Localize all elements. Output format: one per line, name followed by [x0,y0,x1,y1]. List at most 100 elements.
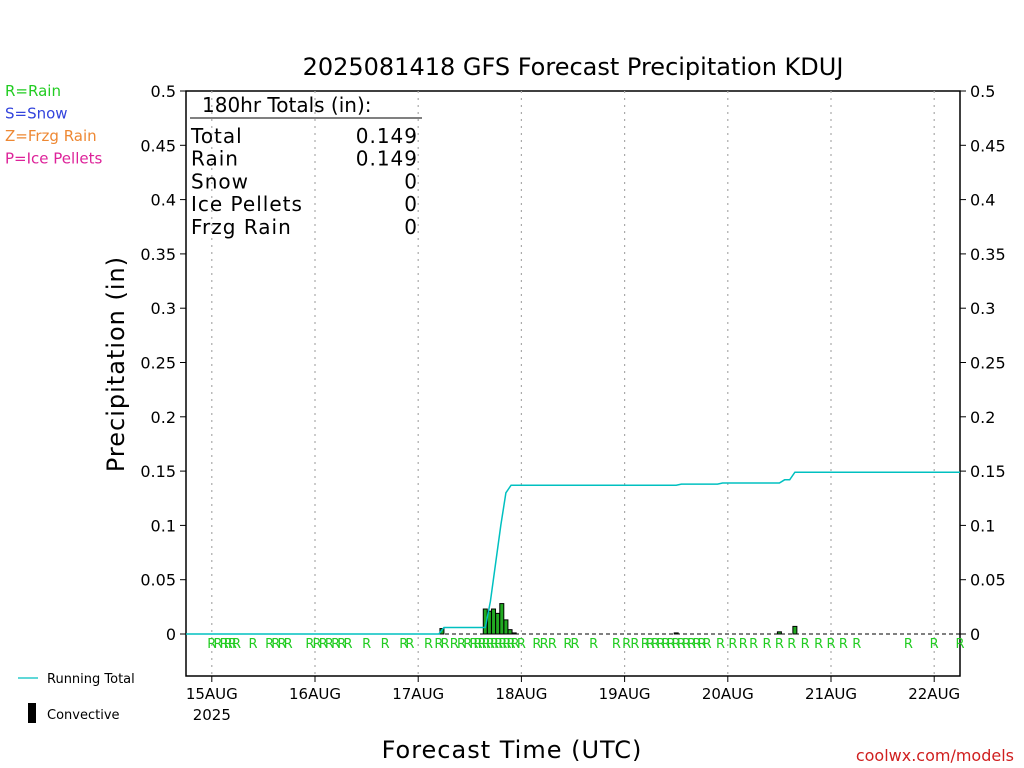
ptype-symbol-61: R [703,637,712,652]
chart-title: 2025081418 GFS Forecast Precipitation KD… [303,53,844,81]
ptype-symbol-76: R [955,637,964,652]
y-tick-label-left-0.3: 0.3 [151,299,176,318]
credit-text: coolwx.com/models [856,746,1014,765]
y-tick-label-left-0.05: 0.05 [140,571,176,590]
ptype-symbol-59: R [692,637,701,652]
ptype-symbol-39: R [517,637,526,652]
ptype-symbol-67: R [775,637,784,652]
x-tick-label-19aug: 19AUG [599,685,651,703]
precip-bar-9 [673,632,679,635]
y-axis-right: 0 0.05 0.1 0.15 0.2 0.25 0.3 0.35 0.4 0.45 0.5 [960,82,1006,644]
running-total-group [186,471,960,635]
totals-value-2: 0 [404,169,418,193]
ptype-symbol-70: R [814,637,823,652]
ptype-symbol-19: R [381,637,390,652]
y-tick-label-left-0.4: 0.4 [151,191,176,210]
precip-bar-10 [776,631,782,635]
ptype-symbol-41: R [540,637,549,652]
totals-label-4: Frzg Rain [191,215,292,239]
y-axis-label: Precipitation (in) [102,256,130,472]
y-tick-label-right-0.15: 0.15 [970,462,1006,481]
precip-bar-5 [499,603,505,635]
running-total-legend-label: Running Total [47,672,135,687]
x-tick-label-22aug: 22AUG [908,685,960,703]
ptype-symbol-8: R [271,637,280,652]
ptype-symbol-27: R [463,637,472,652]
precip-bars [439,603,798,635]
ptype-symbol-7: R [265,637,274,652]
convective-legend-label: Convective [47,708,120,723]
y-tick-label-right-0.45: 0.45 [970,136,1006,155]
ptype-symbol-14: R [325,637,334,652]
ptype-symbol-73: R [852,637,861,652]
totals-value-0: 0.149 [356,124,418,148]
ptype-symbol-21: R [405,637,414,652]
ptype-symbol-25: R [450,637,459,652]
precip-bar-4 [495,612,501,635]
y-tick-label-right-0.3: 0.3 [970,299,995,318]
ptype-symbol-10: R [284,637,293,652]
ptype-symbol-9: R [277,637,286,652]
ptype-symbol-71: R [826,637,835,652]
y-tick-label-right-0.1: 0.1 [970,516,995,535]
totals-value-4: 0 [404,215,418,239]
ptype-symbol-5: R [232,637,241,652]
ptype-symbol-28: R [469,637,478,652]
x-tick-label-21aug: 21AUG [805,685,857,703]
ptype-symbol-50: R [646,637,655,652]
ptype-symbol-72: R [839,637,848,652]
ptype-symbol-68: R [787,637,796,652]
ptype-symbol-16: R [337,637,346,652]
precip-bar-11 [792,625,798,635]
totals-heading: 180hr Totals (in): [202,93,372,117]
y-tick-label-right-0.4: 0.4 [970,191,995,210]
ptype-symbol-23: R [434,637,443,652]
x-tick-label-20aug: 20AUG [702,685,754,703]
y-axis-left: 0 0.05 0.1 0.15 0.2 0.25 0.3 0.35 0.4 0.45 0.5 [140,82,186,644]
ptype-symbol-29: R [474,637,483,652]
ptype-symbol-0: R [207,637,216,652]
ptype-symbol-62: R [716,637,725,652]
y-tick-label-left-0.1: 0.1 [151,516,176,535]
precip-bar-8 [511,632,517,635]
totals-label-3: Ice Pellets [191,192,303,216]
ptype-symbol-55: R [672,637,681,652]
ptype-symbol-45: R [589,637,598,652]
ptype-symbol-4: R [228,637,237,652]
x-axis-label: Forecast Time (UTC) [382,736,643,764]
ptype-symbol-42: R [548,637,557,652]
y-tick-label-right-0.5: 0.5 [970,82,995,101]
ptype-symbol-44: R [571,637,580,652]
ptype-legend-item-1: S=Snow [5,105,68,123]
ptype-symbol-3: R [224,637,233,652]
precip-bar-6 [503,619,509,635]
x-tick-label-17aug: 17AUG [392,685,444,703]
x-axis: 15AUG 2025 16AUG 17AUG 18AUG 19AUG 20AUG 21AUG 2… [186,676,960,724]
totals-label-0: Total [190,124,243,148]
ptype-symbol-63: R [728,637,737,652]
y-tick-label-left-0.15: 0.15 [140,462,176,481]
ptype-symbol-57: R [682,637,691,652]
ptype-symbol-33: R [490,637,499,652]
ptype-symbol-31: R [482,637,491,652]
ptype-symbol-74: R [904,637,913,652]
precip-bar-0 [439,628,445,635]
ptype-symbol-49: R [641,637,650,652]
running-total-line [186,471,960,635]
ptype-symbol-20: R [399,637,408,652]
ptype-symbol-32: R [486,637,495,652]
totals-label-1: Rain [191,147,239,171]
ptype-symbol-69: R [801,637,810,652]
ptype-legend-item-2: Z=Frzg Rain [5,127,97,145]
ptype-symbol-56: R [677,637,686,652]
bottom-legend: Running Total Convective [18,672,135,723]
ptype-symbol-38: R [511,637,520,652]
ptype-symbol-54: R [667,637,676,652]
x-tick-sublabel: 2025 [193,706,231,724]
ptype-symbol-46: R [612,637,621,652]
plot-frame [185,90,961,677]
y-tick-label-left-0.35: 0.35 [140,245,176,264]
grid-lines [186,91,960,676]
precip-bar-7 [507,629,513,635]
